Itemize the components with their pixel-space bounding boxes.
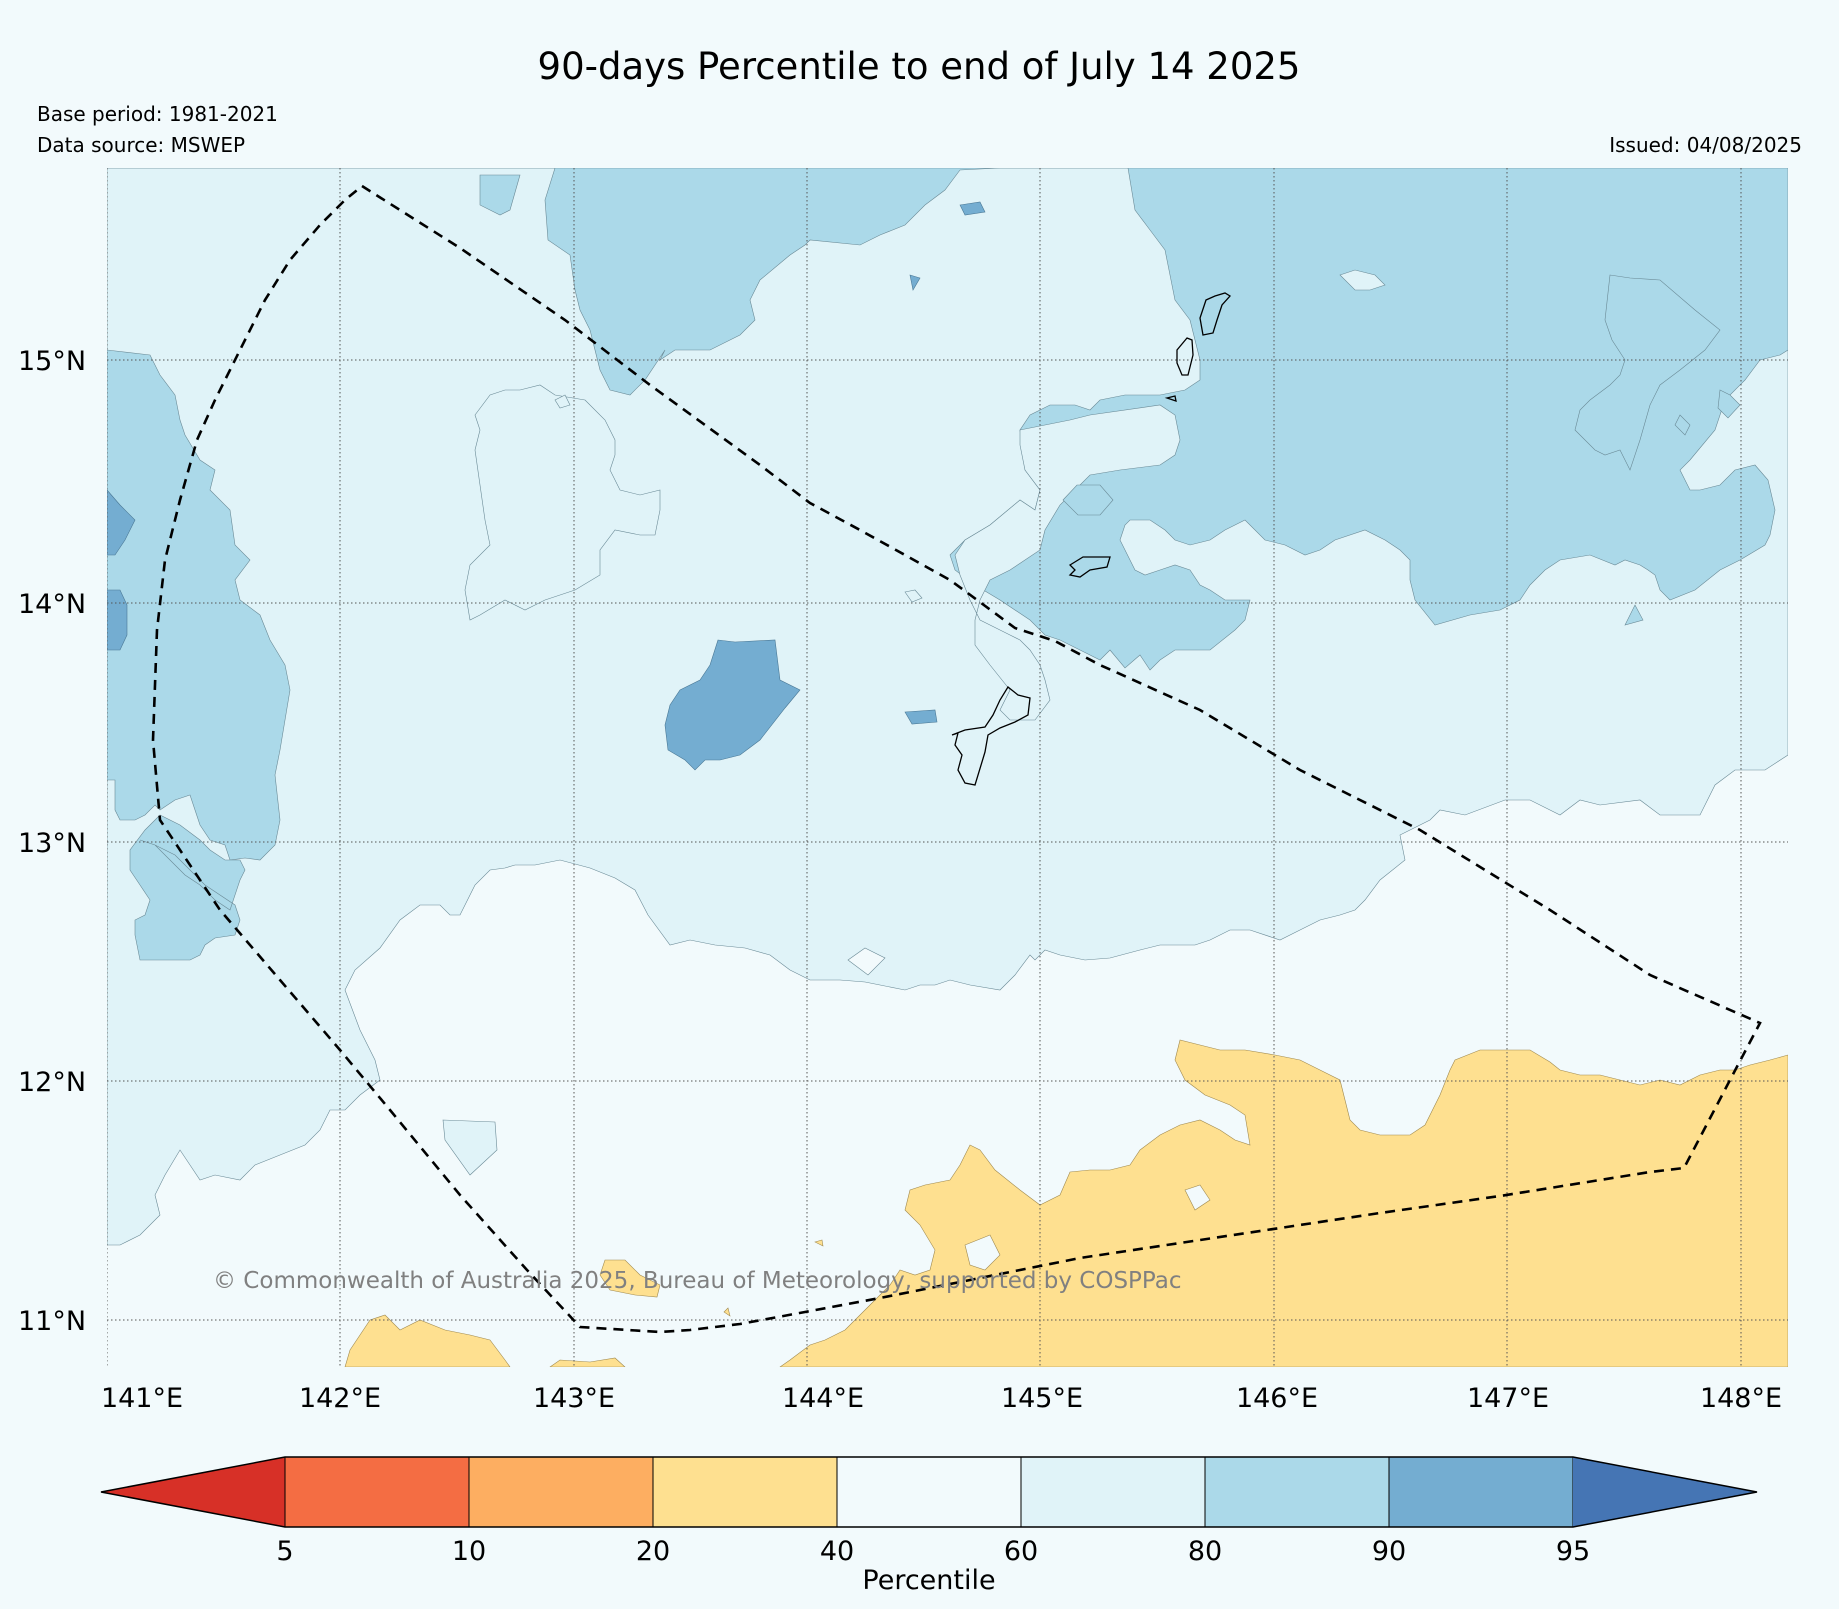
- region-60-80-hole-2: [464, 384, 661, 621]
- lat-label-11n: 11°N: [18, 1306, 86, 1337]
- lat-label-14n: 14°N: [18, 589, 86, 620]
- region-90-95-small-3: [909, 274, 921, 291]
- lat-label-12n: 12°N: [18, 1067, 86, 1098]
- colorbar-outline: [100, 1456, 1758, 1528]
- lon-label-141e: 141°E: [101, 1383, 183, 1414]
- data-source-note: Data source: MSWEP: [37, 133, 245, 157]
- lon-label-142e: 142°E: [299, 1383, 381, 1414]
- region-80-90-east-2: [1717, 389, 1741, 419]
- region-80-90-east-3: [1674, 414, 1691, 436]
- region-90-95-west-1: [107, 489, 136, 556]
- saipan-coastline: [1176, 337, 1194, 376]
- rota-coastline: [1068, 556, 1111, 578]
- coastlines: [951, 292, 1232, 786]
- lon-label-143e: 143°E: [533, 1383, 615, 1414]
- region-20-40-sw-1: [344, 1314, 511, 1367]
- islet-coastline: [1164, 395, 1177, 402]
- region-60-80-hole-4: [554, 394, 571, 409]
- guam-coastline: [951, 686, 1031, 786]
- issued-date: Issued: 04/08/2025: [1609, 133, 1802, 157]
- region-80-90-east-4: [1624, 604, 1644, 626]
- lon-label-146e: 146°E: [1236, 1383, 1318, 1414]
- lon-label-148e: 148°E: [1700, 1383, 1782, 1414]
- colorbar-tick-60: 60: [1004, 1536, 1038, 1567]
- region-60-80-hole-1: [954, 404, 1181, 721]
- colorbar-segment-above-95: [1573, 1457, 1757, 1527]
- colorbar-segment-90-95: [1388, 1456, 1574, 1528]
- lat-label-15n: 15°N: [18, 346, 86, 377]
- region-60-80-hole-5: [904, 589, 923, 603]
- region-90-95-small-1: [959, 201, 986, 216]
- colorbar-segment-5-10: [284, 1456, 470, 1528]
- map-panel: [107, 168, 1788, 1367]
- longitude-labels: 141°E 142°E 143°E 144°E 145°E 146°E 147°…: [101, 1383, 1782, 1414]
- colorbar-segment-10-20: [468, 1456, 654, 1528]
- colorbar-segment-20-40: [652, 1456, 838, 1528]
- colorbar-tick-95: 95: [1556, 1536, 1590, 1567]
- colorbar-tick-90: 90: [1372, 1536, 1406, 1567]
- colorbar-segment-below-5: [101, 1457, 285, 1527]
- colorbar-tick-labels: 5 10 20 40 60 80 90 95: [276, 1536, 1590, 1567]
- lon-label-145e: 145°E: [1001, 1383, 1083, 1414]
- region-60-80-south-1: [442, 1119, 498, 1176]
- region-20-40-dot-2: [723, 1307, 731, 1317]
- lon-label-147e: 147°E: [1467, 1383, 1549, 1414]
- copyright-watermark: © Commonwealth of Australia 2025, Bureau…: [213, 1268, 1182, 1294]
- colorbar-tick-5: 5: [276, 1536, 293, 1567]
- region-20-40-sw-3: [599, 1259, 661, 1298]
- region-80-90-blob-1: [1062, 484, 1114, 516]
- eez-boundary: [151, 184, 1762, 1334]
- colorbar-segment-60-80: [1020, 1456, 1206, 1528]
- region-80-90-southwest: [129, 814, 246, 961]
- region-60-80-hole-3: [1339, 269, 1386, 291]
- base-period-note: Base period: 1981-2021: [37, 102, 278, 126]
- colorbar-tick-10: 10: [452, 1536, 486, 1567]
- region-60-80-south-2: [847, 947, 886, 976]
- colorbar-segment-80-90: [1204, 1456, 1390, 1528]
- region-80-90-east-1: [1574, 274, 1721, 471]
- region-90-95-small-2: [904, 709, 938, 725]
- graticule: [107, 168, 1788, 1367]
- region-80-90-north: [107, 168, 1788, 671]
- colorbar-label: Percentile: [862, 1565, 995, 1596]
- region-20-40-dot-1: [814, 1239, 824, 1247]
- colorbar-segment-40-60: [836, 1456, 1022, 1528]
- region-20-40-sw-2: [549, 1357, 626, 1367]
- colorbar: [100, 1456, 1758, 1528]
- region-90-95-central: [664, 639, 801, 771]
- map-title: 90-days Percentile to end of July 14 202…: [538, 45, 1301, 88]
- lon-label-144e: 144°E: [782, 1383, 864, 1414]
- colorbar-tick-40: 40: [820, 1536, 854, 1567]
- region-90-95-west-2: [107, 589, 128, 651]
- latitude-labels: 15°N 14°N 13°N 12°N 11°N: [18, 346, 86, 1337]
- lat-label-13n: 13°N: [18, 828, 86, 859]
- colorbar-tick-20: 20: [636, 1536, 670, 1567]
- region-20-40-south: [779, 1039, 1788, 1367]
- anatahan-coastline: [1199, 292, 1232, 336]
- colorbar-tick-80: 80: [1188, 1536, 1222, 1567]
